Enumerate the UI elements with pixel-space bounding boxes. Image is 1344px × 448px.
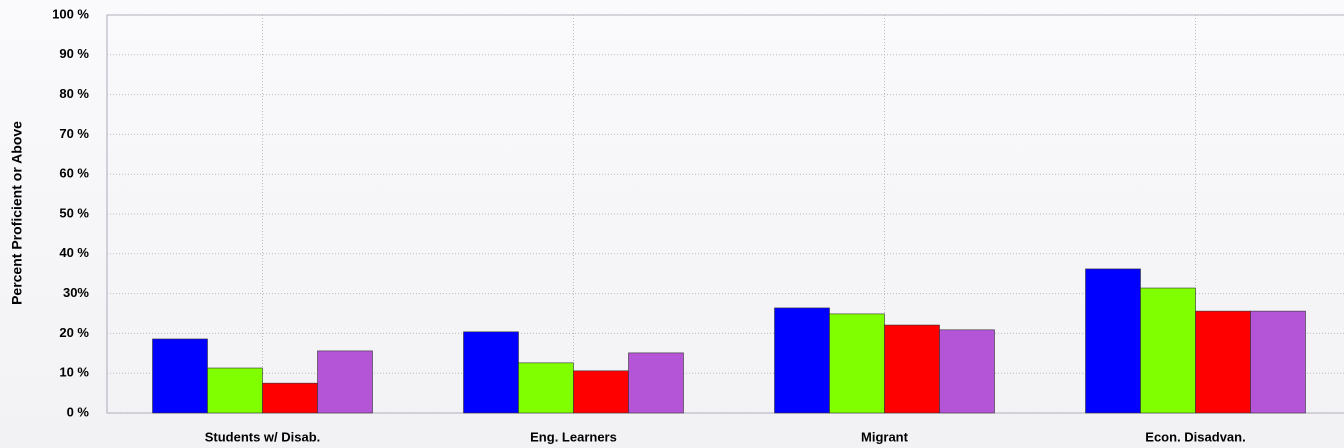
y-tick-label: 10 % [59, 365, 89, 380]
bar [829, 313, 885, 414]
bar [774, 307, 830, 414]
bar [939, 329, 995, 414]
y-tick-label: 80 % [59, 86, 89, 101]
y-axis-label: Percent Proficient or Above [9, 121, 25, 305]
y-tick-label: 0 % [67, 404, 90, 419]
bar [1195, 310, 1251, 414]
bar [628, 352, 684, 414]
y-tick-label: 100 % [52, 6, 89, 21]
y-tick-label: 40 % [59, 245, 89, 260]
bar [884, 324, 940, 414]
bar [152, 338, 208, 414]
y-tick-label: 20 % [59, 325, 89, 340]
x-tick-label: Econ. Disadvan. [1145, 429, 1245, 444]
bar [1140, 287, 1196, 414]
bar [317, 350, 373, 414]
bar [1250, 310, 1306, 414]
x-tick-label: Students w/ Disab. [205, 429, 321, 444]
bar [573, 370, 629, 414]
y-tick-label: 90 % [59, 46, 89, 61]
y-tick-label: 70 % [59, 126, 89, 141]
x-tick-label: Migrant [861, 429, 909, 444]
bar [262, 382, 318, 414]
y-tick-label: 60 % [59, 166, 89, 181]
bar [207, 367, 263, 414]
bar [463, 331, 519, 414]
x-tick-label: Eng. Learners [530, 429, 617, 444]
bar [1085, 268, 1141, 414]
bar [518, 362, 574, 414]
y-tick-label: 50 % [59, 205, 89, 220]
y-tick-label: 30% [63, 285, 89, 300]
